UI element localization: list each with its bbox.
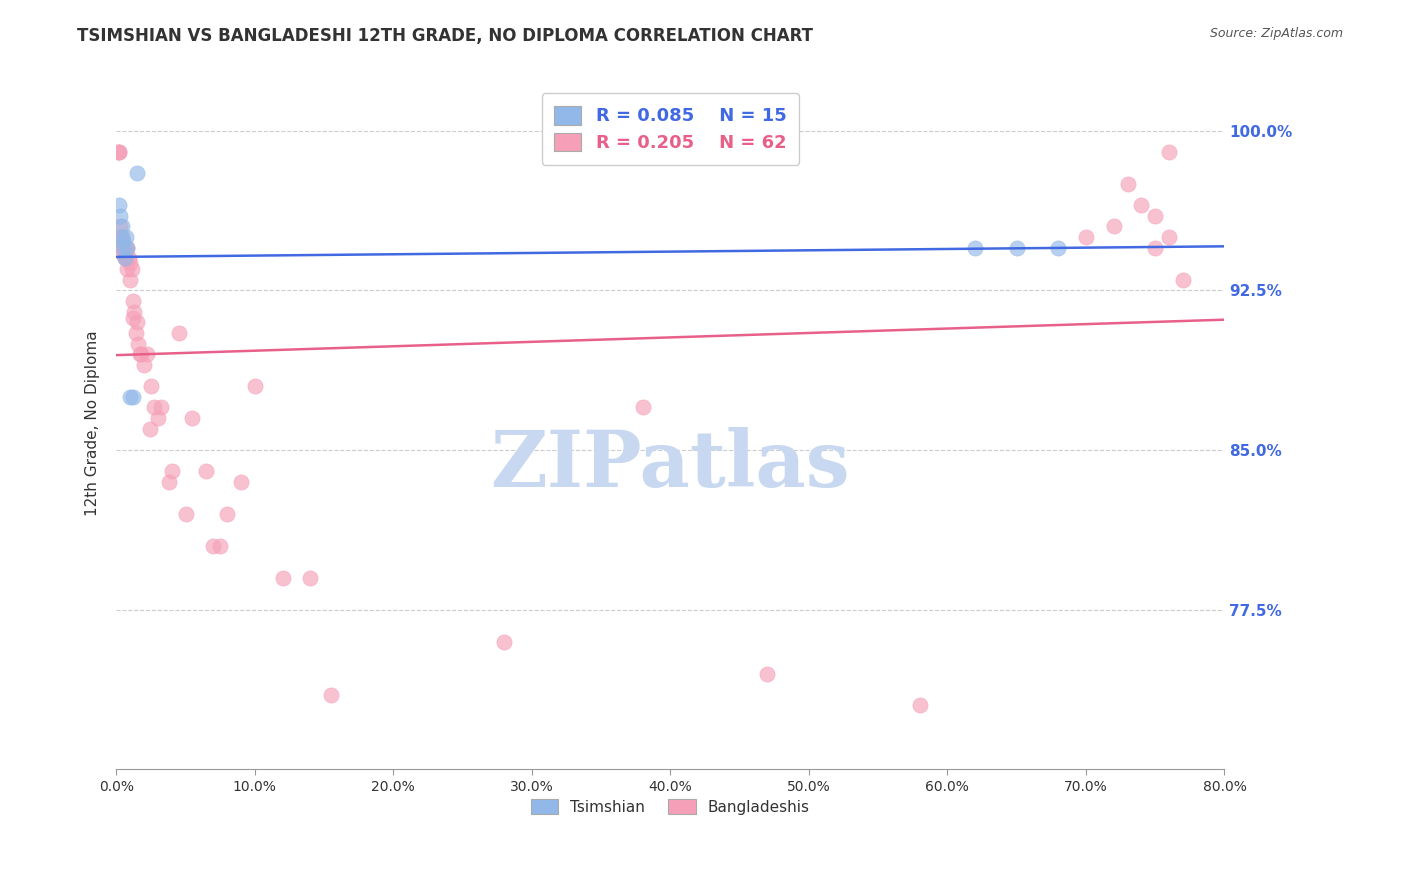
Point xyxy=(108,145,131,159)
Point xyxy=(299,571,322,585)
Point xyxy=(1102,219,1125,234)
Point xyxy=(118,252,141,266)
Point xyxy=(132,358,155,372)
Point xyxy=(174,507,197,521)
Point xyxy=(319,688,342,702)
Point xyxy=(167,326,190,340)
Point xyxy=(114,252,136,266)
Point xyxy=(112,247,135,261)
Point xyxy=(110,230,132,244)
Point xyxy=(160,464,183,478)
Point xyxy=(146,411,169,425)
Legend: Tsimshian, Bangladeshis: Tsimshian, Bangladeshis xyxy=(522,789,820,824)
Point xyxy=(965,241,987,255)
Point xyxy=(142,401,165,415)
Point xyxy=(243,379,266,393)
Point xyxy=(111,230,134,244)
Point xyxy=(494,634,516,648)
Point xyxy=(110,219,132,234)
Point xyxy=(110,209,132,223)
Point xyxy=(120,273,142,287)
Point xyxy=(138,422,160,436)
Point xyxy=(127,336,149,351)
Point xyxy=(125,166,148,180)
Point xyxy=(1005,241,1028,255)
Point xyxy=(908,698,931,713)
Point xyxy=(181,411,204,425)
Point xyxy=(631,401,654,415)
Point xyxy=(107,145,129,159)
Point xyxy=(112,241,135,255)
Point xyxy=(202,539,225,553)
Point xyxy=(121,262,143,277)
Point xyxy=(108,145,131,159)
Point xyxy=(135,347,157,361)
Point xyxy=(111,219,134,234)
Point xyxy=(111,241,134,255)
Point xyxy=(229,475,252,489)
Point xyxy=(117,262,139,277)
Point xyxy=(195,464,218,478)
Point xyxy=(108,198,131,212)
Point xyxy=(124,304,146,318)
Point xyxy=(1144,209,1167,223)
Point xyxy=(1144,241,1167,255)
Point xyxy=(129,347,152,361)
Point xyxy=(1074,230,1097,244)
Text: ZIPatlas: ZIPatlas xyxy=(491,427,851,503)
Point xyxy=(117,241,139,255)
Point xyxy=(122,310,145,325)
Point xyxy=(1047,241,1070,255)
Point xyxy=(122,390,145,404)
Text: Source: ZipAtlas.com: Source: ZipAtlas.com xyxy=(1209,27,1343,40)
Point xyxy=(1157,230,1180,244)
Point xyxy=(114,247,136,261)
Point xyxy=(139,379,162,393)
Point xyxy=(112,235,135,249)
Point xyxy=(114,252,136,266)
Point xyxy=(111,230,134,244)
Point xyxy=(125,315,148,329)
Point xyxy=(124,326,146,340)
Point xyxy=(149,401,172,415)
Text: TSIMSHIAN VS BANGLADESHI 12TH GRADE, NO DIPLOMA CORRELATION CHART: TSIMSHIAN VS BANGLADESHI 12TH GRADE, NO … xyxy=(77,27,813,45)
Point xyxy=(120,255,142,269)
Point xyxy=(115,230,138,244)
Point xyxy=(117,241,139,255)
Point xyxy=(115,252,138,266)
Point xyxy=(122,293,145,308)
Point xyxy=(1130,198,1153,212)
Point xyxy=(120,390,142,404)
Point xyxy=(1171,273,1194,287)
Point xyxy=(1157,145,1180,159)
Point xyxy=(115,241,138,255)
Point xyxy=(157,475,180,489)
Point xyxy=(271,571,294,585)
Point xyxy=(112,241,135,255)
Point xyxy=(756,666,779,681)
Point xyxy=(1116,177,1139,191)
Point xyxy=(128,347,150,361)
Point xyxy=(209,539,232,553)
Point xyxy=(110,230,132,244)
Point xyxy=(217,507,239,521)
Y-axis label: 12th Grade, No Diploma: 12th Grade, No Diploma xyxy=(86,331,100,516)
